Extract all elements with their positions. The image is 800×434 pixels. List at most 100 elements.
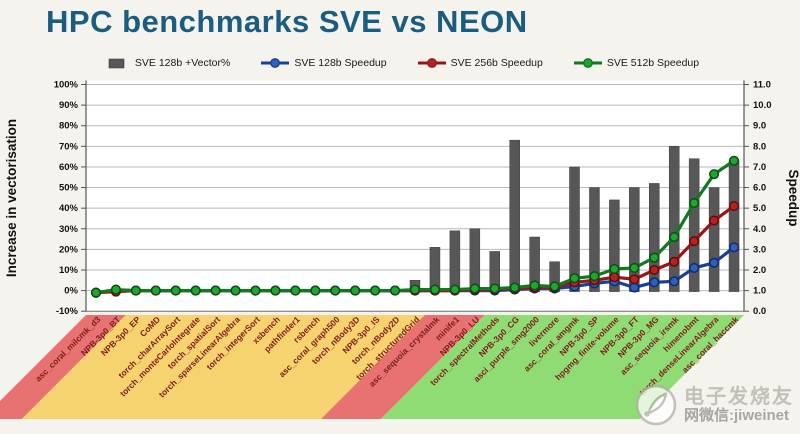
left-axis-tick-label: 80% [59,121,79,132]
left-axis-tick-label: 0% [64,286,78,297]
legend-line-swatch-icon [261,58,290,68]
data-point [350,285,361,296]
data-point [330,285,341,296]
data-point [509,282,520,293]
data-point [629,262,640,273]
right-axis-tick-label: 5.0 [753,203,766,214]
data-point [728,201,740,212]
left-axis-tick-label: 30% [59,224,79,235]
watermark: 电子发烧友 网微信:jiweinet [634,383,794,427]
data-point [609,263,620,275]
data-point [669,231,680,243]
left-axis-tick-label: 40% [59,203,79,214]
left-axis-tick-label: 50% [59,183,79,194]
right-axis-tick-label: 7.0 [753,162,766,173]
data-point [449,284,460,295]
left-axis-title: Increase in vectorisation [4,119,19,277]
data-point [649,277,660,288]
legend-label: SVE 512b Speedup [606,57,700,69]
data-point [469,283,480,294]
legend-item-0: SVE 128b +Vector% [101,57,230,69]
data-point [549,281,560,292]
right-axis-tick-label: 9.0 [753,121,766,132]
bar [728,160,740,292]
data-point [130,285,141,296]
right-axis-tick-label: 1.0 [753,286,766,297]
legend-line-swatch-icon [417,58,446,68]
data-point [409,284,421,295]
left-axis-tick-label: 90% [59,100,79,111]
data-point [689,236,700,247]
data-point [728,155,740,166]
data-point [270,285,281,296]
right-axis-tick-label: 4.0 [753,224,766,235]
left-axis-tick-label: 70% [59,141,79,152]
right-axis-title: Speedup [786,169,800,226]
data-point [709,169,720,180]
legend-label: SVE 256b Speedup [450,57,543,69]
data-point [170,285,181,296]
page-title: HPC benchmarks SVE vs NEON [46,4,528,39]
plot-area [86,80,744,312]
data-point [689,197,700,209]
right-axis-tick-label: 2.0 [753,265,766,276]
right-axis-tick-label: 8.0 [753,141,766,152]
data-point [709,257,720,268]
watermark-brand-text: 电子发烧友 [684,385,794,408]
data-point [370,285,381,296]
data-point [669,276,680,287]
legend-item-3: SVE 512b Speedup [573,57,699,69]
left-axis-tick-label: 60% [59,162,79,173]
data-point [310,285,321,296]
data-point [90,287,102,298]
bar [688,158,700,292]
chart-canvas: 100% 11.0 90% 10.0 80% 9.0 70% 8.0 60% 7.0 50% 6.0 4… [0,80,800,419]
right-axis-tick-label: 6.0 [753,183,766,194]
legend-bar-swatch-icon [108,58,125,69]
legend-label: SVE 128b Speedup [294,57,387,69]
data-point [290,285,301,296]
data-point [210,285,221,296]
bar [569,166,580,292]
watermark-logo-icon [635,384,677,426]
right-axis-tick-label: 0.0 [753,306,766,317]
data-point [709,215,720,226]
left-axis-tick-label: 20% [59,244,79,255]
data-point [529,280,540,291]
bar [649,183,660,292]
bar [609,199,620,292]
bar [449,230,461,292]
data-point [429,284,440,295]
bar [668,146,680,292]
chart-legend: SVE 128b +Vector% SVE 128b Speedup SVE 256… [0,57,800,69]
data-point [489,283,500,294]
legend-line-swatch-icon [573,58,602,68]
data-point [629,282,640,293]
data-point [150,285,161,296]
data-point [569,273,580,284]
category-band [320,315,485,419]
data-point [230,285,241,296]
combo-chart: 100% 11.0 90% 10.0 80% 9.0 70% 8.0 60% 7.0 50% 6.0 4… [0,78,800,434]
data-point [110,284,121,295]
bar [708,187,720,292]
bar [469,228,481,292]
data-point [669,256,680,267]
data-point [390,285,401,296]
legend-item-2: SVE 256b Speedup [417,57,543,69]
data-point [589,271,600,282]
data-point [728,242,740,253]
legend-item-1: SVE 128b Speedup [260,57,387,69]
right-axis-tick-label: 10.0 [753,100,772,111]
right-axis-tick-label: 3.0 [753,244,766,255]
data-point [190,285,201,296]
left-axis-tick-label: 100% [54,80,79,91]
data-point [609,272,620,283]
data-point [250,285,261,296]
left-axis-tick-label: 10% [59,265,79,276]
category-band [21,315,425,419]
data-point [689,262,700,273]
category-band [0,315,126,419]
watermark-wechat-text: 网微信:jiweinet [684,406,790,424]
right-axis-tick-label: 11.0 [753,80,771,91]
